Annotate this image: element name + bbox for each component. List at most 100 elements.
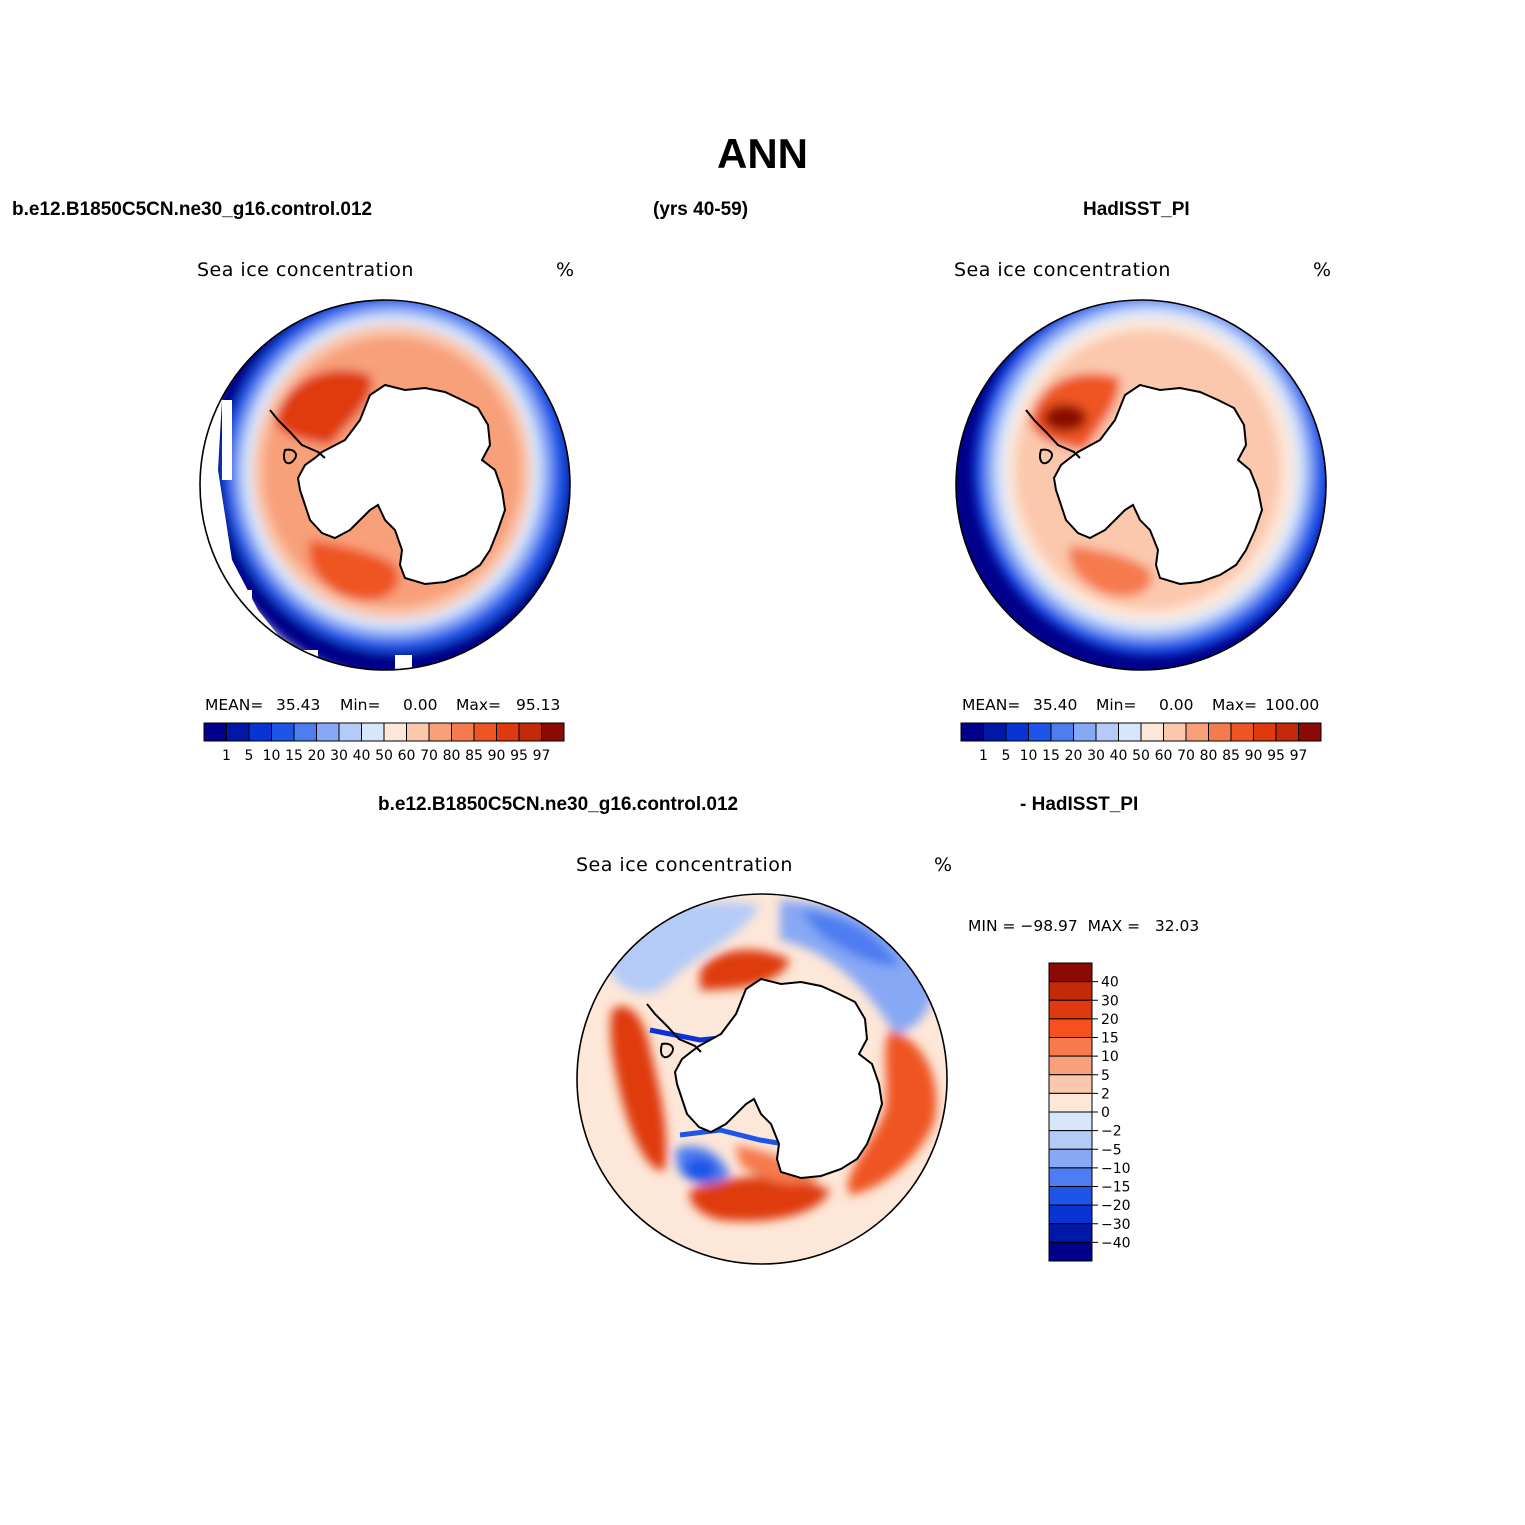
obs-colorbar-tick-label: 50	[1132, 748, 1150, 764]
obs-polar-map	[955, 299, 1327, 671]
model-colorbar-tick-label: 40	[353, 748, 371, 764]
diff-colorbar-swatch	[1048, 1037, 1093, 1057]
diff-colorbar-swatch	[1048, 999, 1093, 1020]
diff-colorbar-swatch	[1048, 981, 1093, 1001]
model-panel-units: %	[556, 259, 575, 281]
model-polar-map	[199, 299, 571, 671]
model-max-value: 95.13	[516, 696, 561, 714]
obs-colorbar-swatch	[1073, 722, 1097, 742]
obs-mean-value: 35.40	[1033, 696, 1078, 714]
diff-case-header: b.e12.B1850C5CN.ne30_g16.control.012	[378, 794, 739, 815]
diff-colorbar-swatch	[1048, 1148, 1093, 1169]
obs-colorbar-tick-label: 60	[1155, 748, 1173, 764]
model-min-label: Min=	[340, 696, 381, 714]
diff-colorbar-swatch	[1048, 1204, 1093, 1225]
obs-colorbar-tick-label: 95	[1267, 748, 1285, 764]
obs-colorbar-swatch	[1253, 722, 1277, 742]
model-colorbar-tick-label: 15	[285, 748, 303, 764]
model-colorbar-tick-label: 5	[245, 748, 254, 764]
obs-panel-units: %	[1313, 259, 1332, 281]
obs-colorbar-tick-label: 85	[1222, 748, 1240, 764]
obs-colorbar-tick-label: 1	[979, 748, 988, 764]
obs-colorbar-swatch	[1005, 722, 1029, 742]
obs-min-label: Min=	[1096, 696, 1137, 714]
diff-colorbar-tick-label: −20	[1101, 1198, 1131, 1214]
obs-colorbar-tick-label: 80	[1200, 748, 1218, 764]
model-colorbar-tick-label: 1	[222, 748, 231, 764]
diff-obs-header: - HadISST_PI	[1020, 794, 1139, 815]
antarctica-outline	[673, 977, 884, 1180]
model-colorbar-swatch	[496, 722, 520, 742]
model-colorbar-swatch	[293, 722, 317, 742]
model-colorbar-swatch	[226, 722, 250, 742]
diff-panel-units: %	[934, 854, 953, 876]
obs-min-value: 0.00	[1159, 696, 1194, 714]
diff-colorbar-swatch	[1048, 1186, 1093, 1206]
obs-colorbar-tick-label: 10	[1020, 748, 1038, 764]
antarctica-outline	[1052, 383, 1264, 586]
obs-colorbar-swatch	[1230, 722, 1254, 742]
antarctica-outline	[296, 383, 507, 586]
obs-colorbar-tick-label: 90	[1245, 748, 1263, 764]
diff-colorbar-tick-label: −30	[1101, 1217, 1131, 1233]
diff-colorbar-swatch	[1048, 1018, 1093, 1038]
diff-colorbar-tick-label: 20	[1101, 1012, 1119, 1028]
diff-colorbar-tick-label: 30	[1101, 993, 1119, 1009]
obs-colorbar-tick-label: 20	[1065, 748, 1083, 764]
diff-colorbar-tick-label: 15	[1101, 1031, 1119, 1047]
model-panel-title: Sea ice concentration	[197, 259, 414, 281]
diff-colorbar-tick-label: −10	[1101, 1161, 1131, 1177]
diff-colorbar-tick-label: 5	[1101, 1068, 1110, 1084]
diff-colorbar-tick-label: −40	[1101, 1235, 1131, 1251]
diff-colorbar-tick-label: 10	[1101, 1049, 1119, 1065]
model-colorbar-swatch	[271, 722, 295, 742]
diff-panel-title: Sea ice concentration	[576, 854, 793, 876]
obs-colorbar-tick-label: 15	[1042, 748, 1060, 764]
model-case-header: b.e12.B1850C5CN.ne30_g16.control.012	[12, 199, 373, 220]
model-colorbar-swatch	[518, 722, 542, 742]
model-colorbar-swatch	[473, 722, 497, 742]
model-colorbar: 1 5 10 15 20 30 40 50 60 70 80 85 90 95 97	[203, 722, 565, 764]
model-colorbar-tick-label: 70	[420, 748, 438, 764]
obs-colorbar-swatch	[1050, 722, 1074, 742]
model-colorbar-swatch	[248, 722, 272, 742]
model-colorbar-tick-label: 30	[330, 748, 348, 764]
diff-colorbar-tick-label: −15	[1101, 1180, 1131, 1196]
model-colorbar-tick-label: 85	[465, 748, 483, 764]
years-header: (yrs 40-59)	[653, 199, 749, 220]
model-colorbar-swatch	[361, 722, 385, 742]
model-colorbar-tick-label: 60	[398, 748, 416, 764]
obs-colorbar: 1 5 10 15 20 30 40 50 60 70 80 85 90 95 97	[960, 722, 1322, 764]
obs-colorbar-tick-label: 70	[1177, 748, 1195, 764]
model-colorbar-swatch	[316, 722, 340, 742]
model-colorbar-swatch	[451, 722, 475, 742]
model-colorbar-swatch	[338, 722, 362, 742]
obs-colorbar-swatch	[1163, 722, 1187, 742]
model-colorbar-tick-label: 50	[375, 748, 393, 764]
model-colorbar-tick-label: 10	[263, 748, 281, 764]
obs-max-value: 100.00	[1265, 696, 1320, 714]
model-colorbar-swatch	[428, 722, 452, 742]
model-colorbar-swatch	[203, 722, 227, 742]
obs-colorbar-swatch	[1208, 722, 1232, 742]
model-colorbar-tick-label: 95	[510, 748, 528, 764]
obs-colorbar-swatch	[1275, 722, 1299, 742]
obs-max-label: Max=	[1212, 696, 1258, 714]
obs-colorbar-swatch	[1185, 722, 1209, 742]
diff-colorbar-tick-label: −2	[1101, 1124, 1122, 1140]
model-colorbar-tick-label: 90	[488, 748, 506, 764]
model-colorbar-tick-label: 80	[443, 748, 461, 764]
obs-colorbar-swatch	[960, 722, 984, 742]
diff-colorbar-tick-label: −5	[1101, 1142, 1122, 1158]
model-mean-label: MEAN=	[205, 696, 264, 714]
diff-colorbar-swatch	[1048, 1055, 1093, 1076]
obs-panel-title: Sea ice concentration	[954, 259, 1171, 281]
obs-colorbar-swatch	[1140, 722, 1164, 742]
model-mean-value: 35.43	[276, 696, 321, 714]
obs-colorbar-swatch	[1028, 722, 1052, 742]
obs-colorbar-swatch	[1118, 722, 1142, 742]
figure-title: ANN	[717, 130, 808, 177]
diff-colorbar-tick-label: 40	[1101, 975, 1119, 991]
